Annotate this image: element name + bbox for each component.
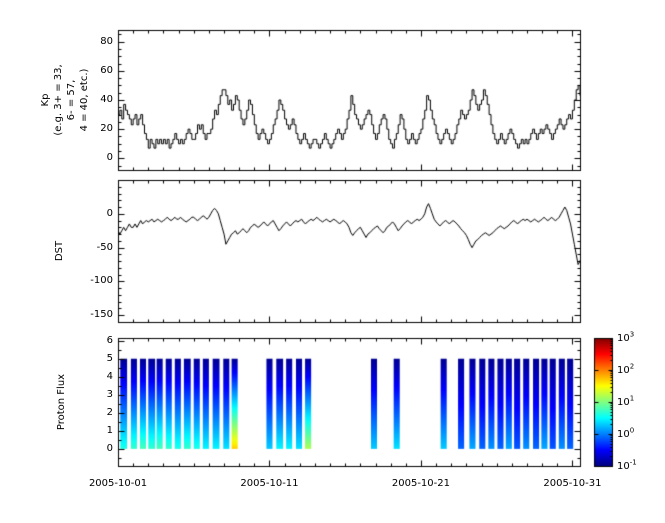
figure-canvas [0,0,665,523]
space-weather-figure: 10-1 100 101 102 103 0 20 40 60 80 0 -50 -100 -150 0 1 2… [0,0,665,523]
